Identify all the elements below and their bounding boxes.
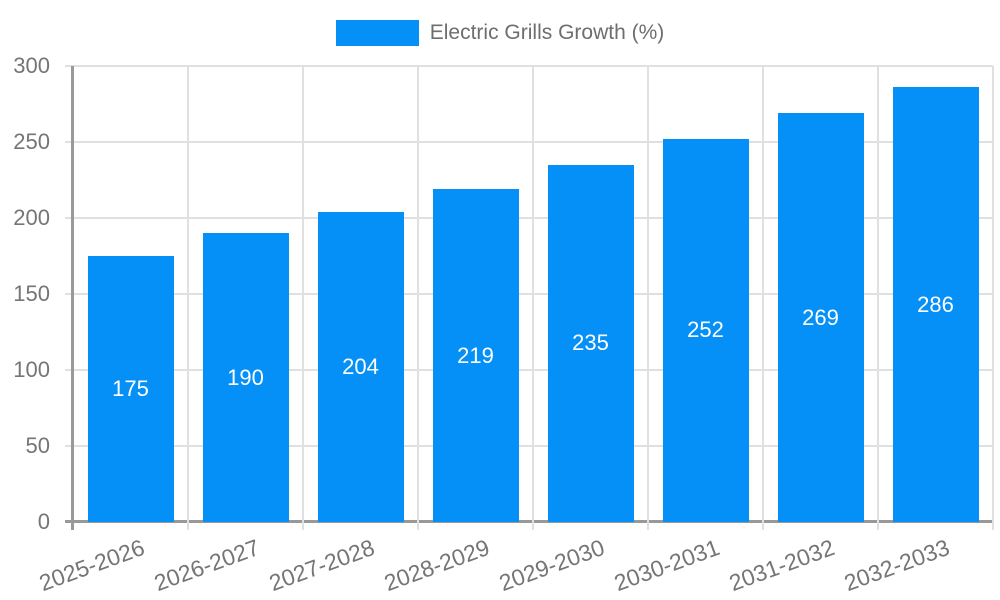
x-axis-tick-label: 2030-2031 [610,534,723,597]
bar[interactable]: 235 [547,164,634,522]
gridline-vertical [187,66,189,530]
bar[interactable]: 269 [777,113,864,522]
x-axis-tick-label: 2032-2033 [840,534,953,597]
gridline-vertical [532,66,534,530]
gridline-vertical [877,66,879,530]
y-axis-tick-label: 0 [37,509,50,534]
legend-swatch [335,20,419,46]
bar-value-label: 252 [687,317,724,343]
legend-label: Electric Grills Growth (%) [429,21,665,44]
gridline-horizontal [65,217,993,219]
bar-value-label: 219 [457,342,494,368]
gridline-vertical [992,66,994,530]
y-axis-tick-label: 150 [13,281,50,306]
bar[interactable]: 219 [432,189,519,522]
y-axis-line [71,66,74,530]
gridline-vertical [302,66,304,530]
x-axis-tick-label: 2031-2032 [725,534,838,597]
legend[interactable]: Electric Grills Growth (%) [0,18,1000,48]
x-axis-tick-label: 2025-2026 [35,534,148,597]
bar-value-label: 190 [227,364,264,390]
y-axis-tick-label: 200 [13,205,50,230]
gridline-vertical [417,66,419,530]
bar[interactable]: 286 [892,87,979,522]
bar-value-label: 286 [917,291,954,317]
bar[interactable]: 204 [317,211,404,522]
bar-value-label: 204 [342,353,379,379]
gridline-horizontal [65,65,993,67]
gridline-horizontal [65,369,993,371]
x-axis-tick-label: 2027-2028 [265,534,378,597]
gridline-horizontal [65,445,993,447]
bar[interactable]: 252 [662,138,749,522]
y-axis-tick-label: 50 [25,433,50,458]
x-axis-tick-label: 2029-2030 [495,534,608,597]
bar[interactable]: 190 [202,233,289,522]
bar-value-label: 175 [112,376,149,401]
bar-value-label: 269 [802,304,839,330]
gridline-vertical [762,66,764,530]
x-axis-line [65,520,993,523]
y-axis-tick-label: 250 [13,129,50,154]
gridline-horizontal [65,293,993,295]
y-axis-tick-label: 300 [13,53,50,78]
x-axis-tick-label: 2028-2029 [380,534,493,597]
gridline-horizontal [65,141,993,143]
gridline-vertical [647,66,649,530]
x-axis-tick-label: 2026-2027 [150,534,263,597]
bar[interactable]: 175 [87,256,174,522]
bar-value-label: 235 [572,330,609,356]
y-axis-tick-label: 100 [13,357,50,382]
